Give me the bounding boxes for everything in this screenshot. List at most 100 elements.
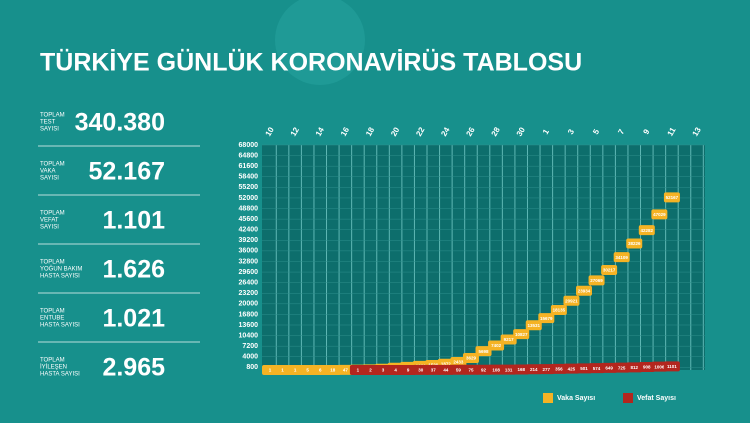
stat-value: 2.965 bbox=[102, 354, 165, 382]
marker bbox=[563, 363, 580, 374]
marker bbox=[576, 285, 592, 296]
x-tick-label: 3 bbox=[566, 127, 576, 136]
stat-label: VAKA bbox=[40, 169, 56, 175]
stat-label: ENTUBE bbox=[40, 316, 64, 322]
marker bbox=[550, 363, 567, 374]
x-tick-label: 5 bbox=[591, 127, 601, 136]
marker bbox=[638, 361, 655, 372]
y-tick-label: 48800 bbox=[239, 205, 259, 212]
marker bbox=[588, 275, 605, 286]
marker bbox=[663, 192, 680, 203]
marker bbox=[563, 295, 580, 306]
marker bbox=[337, 364, 354, 375]
marker bbox=[613, 252, 630, 263]
marker bbox=[576, 363, 592, 374]
x-tick-label: 1 bbox=[541, 127, 551, 136]
data-label: 27069 bbox=[590, 278, 603, 283]
marker bbox=[525, 364, 542, 375]
data-label: 5 bbox=[306, 368, 309, 373]
y-tick-label: 45600 bbox=[239, 216, 259, 223]
marker bbox=[513, 364, 530, 375]
stat-value: 1.101 bbox=[102, 207, 165, 235]
marker bbox=[663, 361, 680, 372]
y-tick-label: 64800 bbox=[239, 152, 259, 159]
y-tick-label: 42400 bbox=[239, 227, 259, 234]
stat-label: İYİLEŞEN bbox=[40, 364, 67, 371]
stat-label: YOĞUN BAKIM bbox=[40, 266, 82, 273]
y-tick-label: 55200 bbox=[239, 184, 259, 191]
marker bbox=[626, 362, 643, 373]
marker bbox=[613, 362, 630, 373]
data-label: 1872 bbox=[441, 361, 452, 366]
stat-label: SAYISI bbox=[40, 176, 59, 182]
stat-label: TOPLAM bbox=[40, 211, 65, 217]
stat-label: TOPLAM bbox=[40, 309, 65, 315]
y-tick-label: 52000 bbox=[239, 195, 259, 202]
data-label: 30217 bbox=[603, 268, 616, 273]
stat-label: SAYISI bbox=[40, 127, 59, 133]
data-label: 2433 bbox=[453, 360, 464, 365]
data-label: 23934 bbox=[578, 288, 591, 293]
stat-value: 52.167 bbox=[89, 158, 165, 186]
plot-area bbox=[262, 145, 705, 370]
data-label: 1 bbox=[269, 368, 272, 373]
y-tick-label: 39200 bbox=[239, 237, 259, 244]
data-label: 6 bbox=[319, 368, 322, 373]
stat-label: SAYISI bbox=[40, 225, 59, 231]
data-label: 425 bbox=[568, 366, 576, 371]
marker bbox=[262, 364, 278, 375]
data-label: 4 bbox=[394, 368, 397, 373]
data-label: 44 bbox=[443, 368, 449, 373]
marker bbox=[375, 364, 392, 375]
marker bbox=[425, 364, 442, 375]
y-tick-label: 26400 bbox=[239, 279, 259, 286]
data-label: 108 bbox=[492, 367, 500, 372]
marker bbox=[513, 329, 530, 340]
marker bbox=[500, 334, 517, 345]
marker bbox=[412, 364, 429, 375]
y-tick-label: 13600 bbox=[239, 322, 259, 329]
data-label: 1006 bbox=[654, 364, 665, 369]
marker bbox=[525, 320, 542, 331]
data-label: 47029 bbox=[653, 212, 666, 217]
series: 1 2 3 4 9 30 37 44 59 75 92 108 131 168 214 277 356 425 50… bbox=[349, 361, 680, 375]
marker bbox=[450, 364, 467, 375]
marker bbox=[450, 356, 467, 367]
data-label: 38226 bbox=[628, 241, 641, 246]
data-label: 30 bbox=[418, 368, 424, 373]
data-label: 18135 bbox=[553, 308, 566, 313]
data-label: 5698 bbox=[479, 349, 490, 354]
marker bbox=[626, 238, 643, 249]
legend-swatch bbox=[623, 393, 633, 403]
y-tick-label: 800 bbox=[246, 364, 258, 371]
data-label: 812 bbox=[630, 365, 638, 370]
data-label: 47 bbox=[343, 368, 349, 373]
marker bbox=[437, 364, 454, 375]
y-tick-label: 29600 bbox=[239, 269, 259, 276]
marker bbox=[475, 346, 492, 357]
data-label: 92 bbox=[481, 367, 487, 372]
data-label: 34109 bbox=[615, 255, 628, 260]
y-tick-label: 36000 bbox=[239, 248, 259, 255]
data-label: 1 bbox=[281, 368, 284, 373]
y-tick-label: 16800 bbox=[239, 311, 259, 318]
legend-label: Vaka Sayısı bbox=[557, 395, 595, 402]
marker bbox=[538, 313, 555, 324]
data-label: 9 bbox=[407, 368, 410, 373]
marker bbox=[349, 364, 366, 375]
data-label: 75 bbox=[468, 367, 474, 372]
y-tick-label: 61600 bbox=[239, 163, 259, 170]
marker bbox=[287, 364, 304, 375]
marker bbox=[387, 364, 404, 375]
marker bbox=[550, 304, 567, 315]
stat-value: 1.626 bbox=[102, 256, 165, 284]
stat-label: TOPLAM bbox=[40, 358, 65, 364]
data-label: 908 bbox=[643, 365, 651, 370]
data-label: 18 bbox=[330, 368, 336, 373]
marker bbox=[312, 364, 329, 375]
stat-label: TOPLAM bbox=[40, 113, 65, 119]
marker bbox=[475, 364, 492, 375]
marker bbox=[651, 361, 668, 372]
stat-label: HASTA SAYISI bbox=[40, 372, 80, 378]
y-tick-label: 58400 bbox=[239, 174, 259, 181]
